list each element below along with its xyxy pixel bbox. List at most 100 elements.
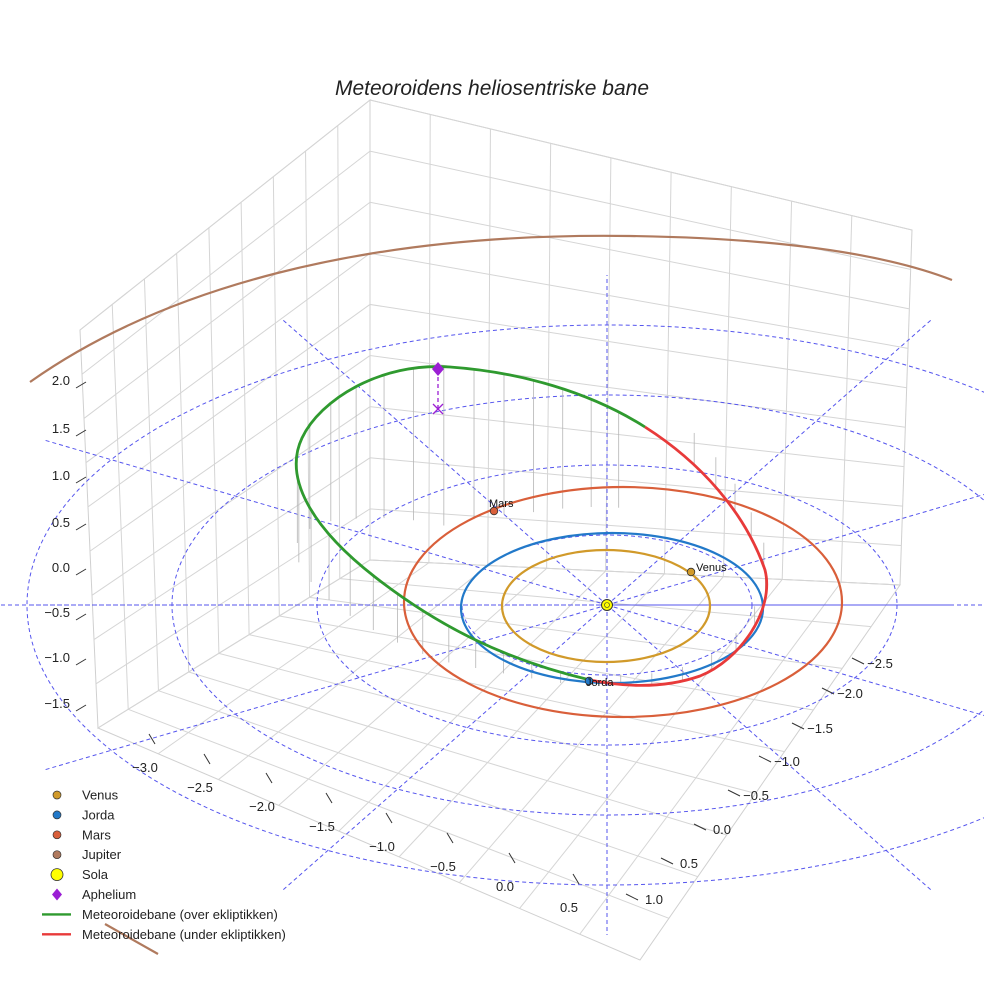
- grid-line-floor: [157, 562, 430, 755]
- venus-label: Venus: [696, 562, 727, 574]
- y-tick-label: 1.0: [645, 892, 663, 907]
- mars-marker: [489, 506, 499, 516]
- z-tick: [75, 658, 87, 666]
- venus-orbit: [500, 548, 712, 664]
- z-tick: [75, 613, 87, 621]
- x-tick: [572, 873, 580, 885]
- grid-line-right-vertical: [663, 172, 672, 574]
- y-tick: [791, 722, 805, 730]
- aphelion-projection-cross: [432, 403, 444, 415]
- aphelion-point: [432, 362, 444, 376]
- legend-marker-aphelium: [52, 888, 62, 901]
- aphelion-marker: [432, 362, 444, 415]
- x-tick-label: −1.5: [309, 819, 335, 834]
- legend-marker-jorda: [52, 810, 62, 820]
- y-tick: [851, 657, 865, 665]
- grid-line-floor: [519, 579, 783, 909]
- grid-line-left-vertical: [208, 227, 220, 654]
- y-tick-label: −2.5: [867, 656, 893, 671]
- legend-label-under: Meteoroidebane (under ekliptikken): [82, 927, 286, 942]
- y-tick-label: 0.0: [713, 822, 731, 837]
- z-tick: [75, 523, 87, 531]
- axis-ticks: 2.01.51.00.50.0−0.5−1.0−1.5−3.0−2.5−2.0−…: [44, 373, 893, 915]
- grid-line-floor: [398, 573, 665, 858]
- z-tick-label: 0.5: [52, 515, 70, 530]
- y-tick: [660, 857, 674, 865]
- z-tick-label: −1.5: [44, 696, 70, 711]
- grid-line-left-vertical: [111, 304, 129, 710]
- grid-line-left-vertical: [272, 176, 280, 617]
- y-tick: [821, 687, 835, 695]
- grid-line-left-vertical: [176, 253, 190, 673]
- y-tick: [758, 755, 772, 763]
- legend-marker-venus: [52, 790, 62, 800]
- grid-line-right-vertical: [487, 128, 491, 566]
- grid-line-floor: [188, 671, 727, 836]
- y-tick: [693, 823, 707, 831]
- z-tick-label: 2.0: [52, 373, 70, 388]
- z-tick: [75, 381, 87, 389]
- mars-orbit: [402, 485, 844, 719]
- legend-label-aphelium: Aphelium: [82, 887, 136, 902]
- chart-title: Meteoroidens heliosentriske bane: [335, 77, 649, 100]
- x-tick-label: −1.0: [369, 839, 395, 854]
- y-tick-label: 0.5: [680, 856, 698, 871]
- grid-line-right-vertical: [722, 186, 732, 577]
- z-tick-label: 1.0: [52, 468, 70, 483]
- legend-label-jorda: Jorda: [82, 807, 115, 822]
- grid-line-floor: [458, 576, 724, 883]
- y-tick-label: −1.0: [774, 754, 800, 769]
- x-tick-label: −3.0: [132, 760, 158, 775]
- x-tick-label: 0.5: [560, 900, 578, 915]
- grid-line-right-vertical: [428, 114, 431, 563]
- x-tick-label: 0.0: [496, 879, 514, 894]
- legend: Venus Jorda Mars Jupiter Sola Aphelium Meteoro…: [42, 788, 286, 942]
- mars-label: Mars: [489, 498, 514, 510]
- legend-marker-jupiter: [52, 850, 62, 860]
- sun-halo: [604, 602, 610, 608]
- grid-line-floor: [338, 570, 606, 832]
- grid-line-left-vertical: [337, 125, 341, 579]
- x-tick: [325, 792, 333, 804]
- x-tick: [265, 772, 273, 784]
- legend-label-venus: Venus: [82, 788, 119, 803]
- z-tick-label: 0.0: [52, 560, 70, 575]
- legend-label-jupiter: Jupiter: [82, 847, 122, 862]
- planets: Venus Jorda Mars: [489, 498, 727, 689]
- jorda-marker: [584, 676, 594, 686]
- x-tick: [385, 812, 393, 824]
- grid-line-floor: [309, 596, 843, 669]
- grid-line-right-vertical: [781, 201, 793, 580]
- legend-label-mars: Mars: [82, 827, 111, 842]
- grid-line-floor: [249, 634, 785, 753]
- x-tick-label: −0.5: [430, 859, 456, 874]
- grid-line-right-vertical: [605, 157, 612, 572]
- x-tick: [446, 832, 454, 844]
- grid-line-floor: [279, 615, 814, 711]
- reference-spoke: [281, 604, 608, 892]
- meteoroid-orbit-over-ecliptic: [294, 365, 646, 682]
- z-tick-label: −0.5: [44, 605, 70, 620]
- meteoroid-orbit-under-ecliptic: [589, 425, 768, 687]
- grid-line-floor: [579, 581, 842, 935]
- grid-line-right-vertical: [546, 143, 552, 569]
- x-tick: [508, 852, 516, 864]
- legend-label-over: Meteoroidebane (over ekliptikken): [82, 907, 278, 922]
- grid-line-floor: [218, 652, 756, 794]
- meteoroid-orbit: [294, 365, 768, 687]
- jorda-label: Jorda: [586, 677, 614, 689]
- z-tick: [75, 476, 87, 484]
- axes-panes: [79, 98, 913, 961]
- legend-marker-mars: [52, 830, 62, 840]
- jupiter-orbit: [29, 234, 953, 383]
- x-tick-label: −2.0: [249, 799, 275, 814]
- z-tick: [75, 429, 87, 437]
- grid-line-left-vertical: [143, 278, 159, 691]
- y-tick: [625, 893, 639, 901]
- x-tick: [203, 753, 211, 765]
- z-tick: [75, 704, 87, 712]
- y-tick: [727, 789, 741, 797]
- back-pane-right: [369, 99, 913, 586]
- grid-line-right-vertical: [840, 215, 853, 583]
